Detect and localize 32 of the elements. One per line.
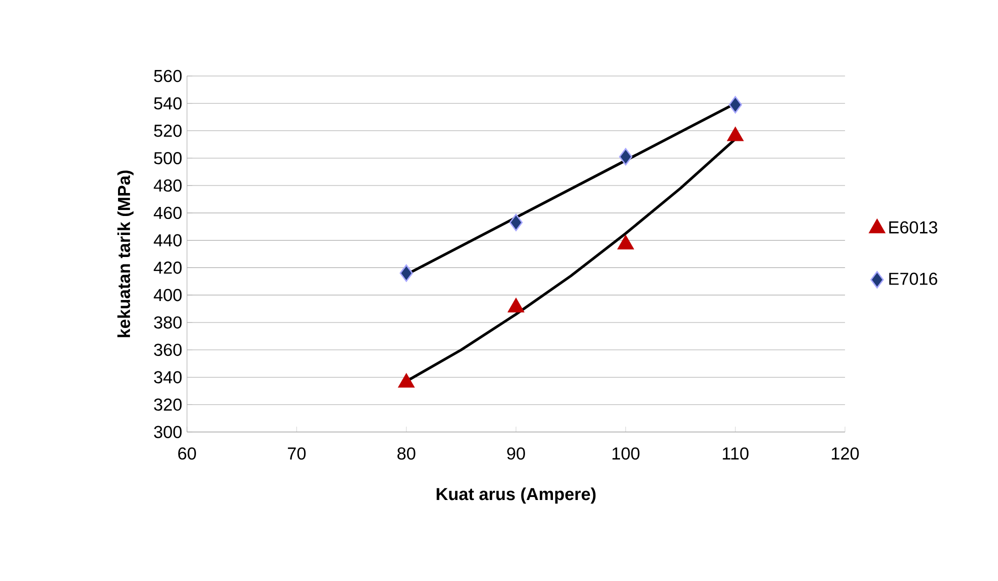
- x-tick-label: 90: [507, 447, 525, 460]
- x-axis-title: Kuat arus (Ampere): [436, 487, 596, 504]
- y-tick-label: 360: [154, 344, 182, 356]
- point: [509, 214, 523, 232]
- point: [617, 234, 634, 250]
- y-tick-label: 300: [154, 426, 182, 438]
- y-tick-label: 500: [154, 152, 182, 164]
- y-tick-label: 400: [154, 288, 182, 302]
- point: [619, 148, 632, 166]
- x-tick-label: 100: [612, 447, 640, 460]
- point: [728, 96, 742, 114]
- x-tick-label: 60: [178, 447, 196, 460]
- x-tick-label: 70: [288, 447, 306, 460]
- y-axis-title: kekuatan tarik (MPa): [117, 170, 134, 338]
- y-tick-label: 440: [154, 234, 182, 246]
- x-tick-label: 110: [722, 447, 748, 460]
- point: [400, 264, 414, 282]
- y-tick-label: 420: [154, 262, 182, 274]
- y-tick-label: 460: [154, 206, 182, 220]
- y-tick-label: 560: [154, 70, 182, 82]
- y-tick-label: 540: [154, 97, 182, 110]
- legend-label: E6013: [889, 221, 938, 234]
- point: [398, 373, 415, 388]
- y-tick-label: 480: [154, 179, 182, 192]
- x-tick-label: 120: [832, 447, 859, 460]
- x-tick-label: 80: [397, 447, 416, 460]
- legend-label: E7016: [889, 272, 938, 285]
- y-tick-label: 380: [154, 316, 182, 329]
- point: [508, 298, 524, 312]
- y-tick-label: 520: [154, 124, 182, 137]
- y-tick-label: 320: [154, 398, 182, 411]
- y-tick-label: 340: [154, 371, 182, 384]
